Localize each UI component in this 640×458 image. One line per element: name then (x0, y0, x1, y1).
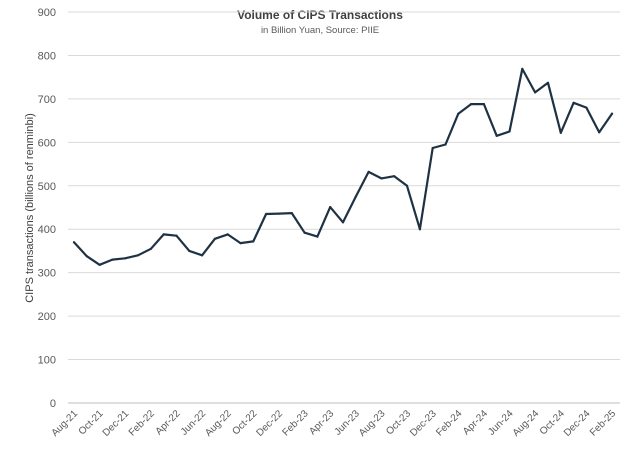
data-point (136, 254, 140, 257)
x-tick-labels: Aug-21Oct-21Dec-21Feb-22Apr-22Jun-22Aug-… (50, 408, 619, 439)
data-point (72, 241, 76, 244)
x-tick-label: Feb-22 (127, 408, 157, 438)
y-tick-label: 900 (38, 7, 56, 19)
x-tick-label: Aug-21 (50, 408, 81, 439)
data-point (226, 233, 229, 236)
data-point (290, 212, 293, 215)
x-tick-label: Feb-24 (434, 408, 464, 438)
y-tick-label: 200 (38, 311, 56, 323)
x-tick-label: Apr-23 (307, 408, 336, 437)
data-point (354, 195, 357, 198)
data-point (124, 257, 127, 260)
data-point (521, 67, 524, 70)
data-point (482, 103, 485, 106)
data-point (457, 112, 460, 115)
data-point (393, 175, 396, 178)
x-tick-label: Dec-23 (408, 408, 439, 439)
y-tick-labels: 0 100 200 300 400 500 600 700 800 900 (38, 7, 56, 410)
data-point (162, 233, 165, 236)
data-point (585, 106, 588, 109)
x-tick-label: Dec-24 (562, 408, 593, 439)
data-point (277, 212, 281, 215)
data-point (444, 143, 447, 146)
x-tick-label: Aug-24 (511, 408, 542, 439)
data-point (316, 235, 319, 238)
data-point (149, 247, 152, 250)
y-tick-label: 400 (38, 224, 56, 236)
y-tick-label: 600 (38, 137, 56, 149)
data-point (610, 112, 614, 115)
data-point (303, 231, 306, 234)
data-point (98, 263, 101, 266)
series-line (72, 67, 614, 266)
data-point (495, 134, 498, 137)
x-tick-label: Apr-22 (154, 408, 183, 437)
y-tick-label: 700 (38, 94, 56, 106)
data-point (213, 237, 216, 240)
data-point (252, 240, 255, 243)
data-point (188, 249, 191, 252)
x-tick-label: Aug-22 (203, 408, 234, 439)
data-point (508, 130, 511, 133)
data-point (559, 131, 562, 134)
x-tick-label: Feb-23 (281, 408, 311, 438)
data-point (201, 254, 204, 257)
data-point (265, 212, 268, 216)
x-tick-label: Dec-22 (254, 408, 285, 439)
y-tick-label: 500 (38, 181, 56, 193)
data-point (175, 234, 178, 237)
data-point (431, 146, 434, 150)
y-axis-label: CIPS transactions (billions of renminbi) (24, 113, 36, 303)
data-point (598, 131, 601, 134)
y-tick-label: 100 (38, 355, 56, 367)
chart-title: Volume of CIPS Transactions (237, 8, 403, 22)
data-point (572, 101, 575, 104)
data-point (341, 221, 345, 224)
data-point (380, 177, 383, 180)
series-layer (72, 67, 614, 266)
x-tick-label: Apr-24 (461, 408, 490, 437)
chart-subtitle: in Billion Yuan, Source: PIIE (261, 25, 379, 36)
x-tick-label: Aug-23 (357, 408, 388, 439)
y-tick-label: 300 (38, 268, 56, 280)
data-point (405, 184, 409, 187)
data-point (239, 242, 242, 245)
x-tick-label: Dec-21 (101, 408, 132, 439)
x-tick-label: Feb-25 (588, 408, 618, 438)
y-tick-label: 0 (50, 398, 56, 410)
data-point (534, 91, 537, 94)
data-point (329, 206, 332, 209)
gridlines (68, 11, 620, 404)
data-point (111, 258, 114, 261)
y-tick-label: 800 (38, 50, 56, 62)
data-point (418, 228, 421, 231)
data-point (85, 255, 88, 258)
data-point (367, 170, 370, 173)
data-point (470, 103, 473, 106)
data-point (546, 81, 550, 84)
